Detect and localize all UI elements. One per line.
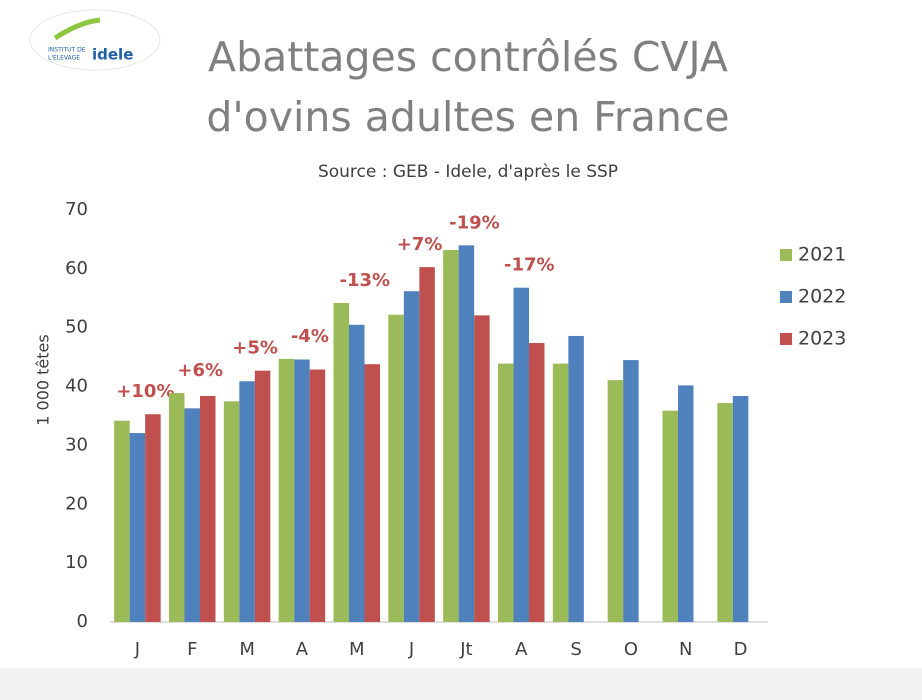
bar — [223, 401, 240, 622]
x-tick-label: A — [296, 639, 309, 660]
bar — [403, 291, 420, 622]
x-tick-label: J — [134, 639, 140, 660]
x-tick-label: F — [187, 639, 197, 660]
x-tick-label: N — [679, 639, 692, 660]
y-axis-label: 1 000 têtes — [34, 334, 53, 425]
logo-swoosh — [53, 17, 101, 41]
x-tick-label: M — [239, 639, 255, 660]
annotation: +10% — [116, 381, 174, 402]
bar — [443, 250, 459, 622]
bar — [239, 381, 255, 622]
x-tick-label: A — [515, 639, 528, 660]
logo-text: INSTITUT DE — [48, 47, 86, 54]
chart-subtitle: Source : GEB - Idele, d'après le SSP — [318, 162, 618, 182]
annotation: -4% — [291, 326, 329, 347]
bar — [129, 433, 146, 622]
logo-text: L'ÉLEVAGE — [48, 54, 80, 62]
bar — [388, 314, 404, 622]
bar — [717, 403, 733, 622]
annotation: -13% — [339, 270, 390, 291]
y-tick-label: 40 — [65, 376, 88, 397]
legend-label: 2021 — [798, 244, 846, 266]
bar — [294, 359, 310, 622]
logo-brand: idele — [92, 46, 133, 64]
bar — [333, 302, 349, 622]
legend-label: 2023 — [798, 328, 846, 350]
bar — [498, 363, 514, 622]
bar — [607, 380, 624, 622]
bar — [254, 370, 271, 622]
y-tick-label: 70 — [65, 199, 88, 220]
annotation: +6% — [177, 360, 223, 381]
bar — [474, 315, 490, 622]
x-tick-label: Jt — [459, 639, 472, 660]
bar — [114, 420, 130, 622]
bar — [419, 267, 435, 622]
y-tick-label: 20 — [65, 493, 88, 514]
bar — [184, 408, 200, 622]
chart-title: d'ovins adultes en France — [206, 93, 729, 141]
x-tick-label: S — [570, 639, 581, 660]
legend-label: 2022 — [798, 286, 846, 308]
bar — [732, 395, 749, 622]
bar — [349, 324, 365, 622]
bar — [568, 335, 584, 622]
y-tick-label: 30 — [65, 434, 88, 455]
bar — [364, 364, 380, 622]
bar — [529, 343, 545, 622]
bar — [278, 358, 295, 622]
y-tick-label: 50 — [65, 317, 88, 338]
y-tick-label: 60 — [65, 258, 88, 279]
legend-swatch — [780, 333, 792, 345]
bar — [145, 414, 161, 622]
bar — [513, 287, 529, 622]
bar — [309, 369, 326, 622]
bar — [169, 393, 185, 622]
bar — [552, 363, 569, 622]
y-tick-label: 10 — [65, 552, 88, 573]
x-tick-label: O — [624, 639, 638, 660]
annotation: +5% — [232, 338, 278, 359]
annotation: +7% — [397, 234, 443, 255]
bar — [678, 385, 694, 622]
bar — [200, 395, 216, 622]
legend-swatch — [780, 249, 792, 261]
chart-title: Abattages contrôlés CVJA — [208, 33, 728, 81]
bar — [458, 245, 475, 623]
legend-swatch — [780, 291, 792, 303]
x-tick-label: M — [349, 639, 365, 660]
x-tick-label: D — [734, 639, 748, 660]
bar — [662, 410, 678, 622]
logo-shape — [29, 9, 161, 71]
bar — [623, 360, 639, 622]
logo: INSTITUT DE L'ÉLEVAGE idele — [29, 9, 161, 71]
y-tick-label: 0 — [77, 611, 88, 632]
annotation: -17% — [504, 255, 555, 276]
x-tick-label: J — [408, 639, 414, 660]
annotation: -19% — [449, 212, 500, 233]
